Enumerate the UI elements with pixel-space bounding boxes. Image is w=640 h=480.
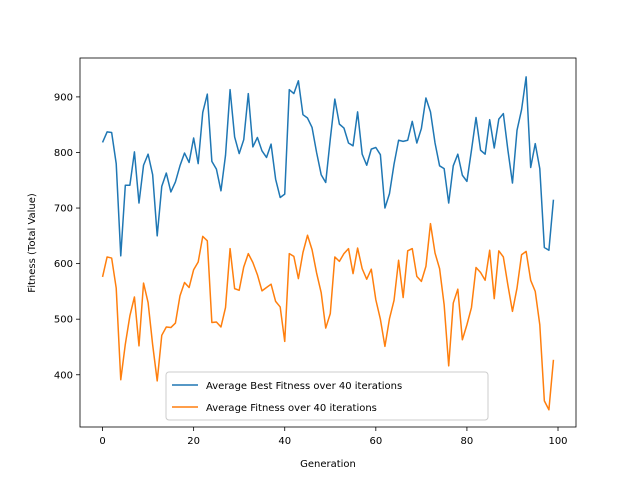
- x-tick-label: 80: [461, 436, 474, 447]
- y-tick-label: 500: [54, 315, 73, 326]
- series-line-1: [101, 222, 555, 411]
- y-axis-label: Fitness (Total Value): [27, 193, 38, 293]
- x-tick-label: 40: [278, 436, 291, 447]
- x-tick-label: 20: [187, 436, 200, 447]
- y-axis: 400 500 600 700 800 900: [54, 92, 80, 381]
- x-tick-label: 60: [369, 436, 382, 447]
- series-line-0: [101, 76, 555, 257]
- x-tick-label: 100: [548, 436, 567, 447]
- legend-label-best-fitness: Average Best Fitness over 40 iterations: [206, 381, 402, 392]
- x-axis: 0 20 40 60 80 100: [99, 427, 568, 447]
- legend: Average Best Fitness over 40 iterations …: [165, 371, 489, 421]
- legend-label-average-fitness: Average Fitness over 40 iterations: [206, 403, 377, 414]
- y-tick-label: 700: [54, 204, 73, 215]
- y-tick-label: 400: [54, 370, 73, 381]
- plot-frame: [79, 57, 577, 428]
- y-tick-label: 900: [54, 92, 73, 103]
- x-axis-label: Generation: [300, 459, 356, 470]
- y-tick-label: 600: [54, 259, 73, 270]
- x-tick-label: 0: [99, 436, 105, 447]
- plot-lines: [101, 76, 555, 411]
- legend-box: [165, 371, 489, 421]
- y-tick-label: 800: [54, 148, 73, 159]
